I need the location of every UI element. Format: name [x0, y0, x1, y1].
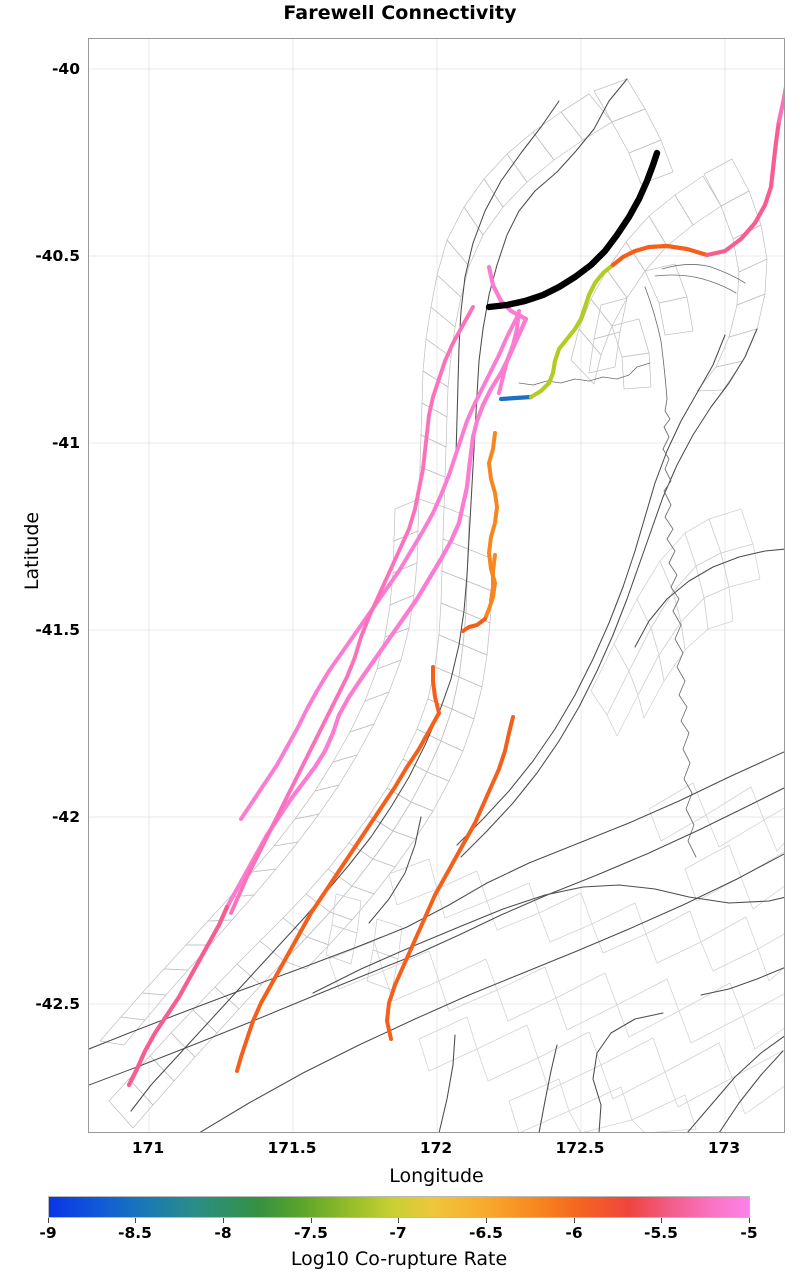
- corupture-trace-orange-central-north: [431, 665, 441, 715]
- corupture-trace-orange-east: [385, 715, 515, 1041]
- colorbar-tick-label: -7.5: [294, 1224, 328, 1242]
- colorbar-gradient[interactable]: [48, 1196, 750, 1218]
- ytick-label: -40: [51, 60, 80, 78]
- colorbar-tick: [398, 1218, 399, 1223]
- xtick-label: 172.5: [555, 1139, 605, 1157]
- ytick-label: -41.5: [35, 621, 80, 639]
- source-fault-trace: [485, 149, 661, 311]
- corupture-trace-orange-connector: [610, 243, 710, 268]
- colorbar-tick: [749, 1218, 750, 1223]
- colorbar-tick-label: -6: [565, 1224, 583, 1242]
- corupture-trace-pink-mid: [229, 305, 475, 915]
- corupture-trace-yellowgreen: [528, 262, 616, 400]
- colorbar-tick-label: -5.5: [644, 1224, 678, 1242]
- colorbar-title: Log10 Co-rupture Rate: [290, 1248, 508, 1270]
- colorbar-tick: [135, 1218, 136, 1223]
- map-canvas: [89, 39, 784, 1132]
- colorbar-tick: [48, 1218, 49, 1223]
- corupture-trace-orange-north-lower: [461, 617, 487, 633]
- xtick-label: 173: [707, 1139, 741, 1157]
- colorbar-tick: [223, 1218, 224, 1223]
- co-rupture-traces: [126, 86, 784, 1088]
- colorbar-tick-label: -8: [214, 1224, 232, 1242]
- ytick-label: -42: [51, 808, 80, 826]
- colorbar-tick-label: -9: [39, 1224, 57, 1242]
- corupture-trace-pink-ne-tip: [776, 86, 784, 124]
- corupture-trace-pink-ne: [704, 118, 782, 258]
- x-axis-title: Longitude: [389, 1165, 484, 1187]
- xtick-label: 171.5: [267, 1139, 317, 1157]
- colorbar-tick-label: -8.5: [118, 1224, 152, 1242]
- chart-title: Farewell Connectivity: [283, 2, 517, 24]
- corupture-trace-pink-alpine-south: [126, 904, 230, 1088]
- ytick-label: -40.5: [35, 247, 80, 265]
- colorbar-tick-label: -6.5: [469, 1224, 503, 1242]
- colorbar-container[interactable]: [48, 1196, 750, 1223]
- xtick-label: 172: [419, 1139, 453, 1157]
- corupture-trace-orange-central: [235, 711, 441, 1073]
- colorbar-tick-label: -7: [389, 1224, 407, 1242]
- colorbar-tick-label: -5: [740, 1224, 758, 1242]
- map-plot-area[interactable]: [88, 38, 785, 1133]
- xtick-label: 171: [131, 1139, 165, 1157]
- colorbar-tick: [486, 1218, 487, 1223]
- fault-section-mesh: [99, 78, 784, 1132]
- corupture-trace-pink-alpine: [224, 316, 529, 910]
- ytick-label: -42.5: [35, 995, 80, 1013]
- colorbar-tick: [311, 1218, 312, 1223]
- corupture-trace-blue: [498, 394, 534, 402]
- colorbar-tick: [661, 1218, 662, 1223]
- colorbar-tick: [574, 1218, 575, 1223]
- corupture-trace-orange-north-spur: [489, 553, 497, 603]
- ytick-label: -41: [51, 434, 80, 452]
- y-axis-title: Latitude: [21, 511, 43, 591]
- corupture-trace-pink-inner: [239, 315, 519, 821]
- corupture-trace-pink-alpine-north: [486, 264, 529, 322]
- corupture-trace-pink-branch: [497, 309, 521, 395]
